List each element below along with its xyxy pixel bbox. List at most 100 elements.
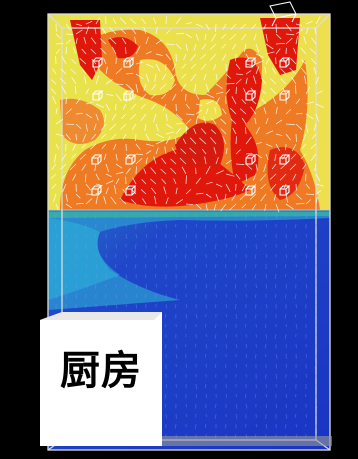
- velocity-arrow-icon: [254, 273, 257, 279]
- velocity-arrow-icon: [275, 23, 277, 33]
- velocity-arrow-icon: [235, 273, 237, 279]
- velocity-arrow-icon: [231, 193, 237, 201]
- velocity-arrow-icon: [265, 130, 274, 135]
- velocity-arrow-icon: [285, 333, 287, 339]
- velocity-arrow-icon: [93, 123, 97, 131]
- velocity-arrow-icon: [70, 68, 77, 75]
- velocity-arrow-icon: [229, 203, 237, 211]
- velocity-arrow-icon: [175, 343, 178, 349]
- velocity-arrow-icon: [251, 203, 257, 211]
- velocity-arrow-icon: [205, 413, 207, 418]
- velocity-arrow-icon: [255, 163, 258, 171]
- velocity-arrow-icon: [153, 156, 157, 165]
- velocity-arrow-icon: [252, 173, 257, 181]
- velocity-arrow-icon: [65, 33, 74, 36]
- velocity-arrow-icon: [260, 183, 267, 190]
- velocity-arrow-icon: [175, 32, 185, 35]
- velocity-arrow-icon: [295, 423, 297, 428]
- velocity-arrow-icon: [135, 143, 141, 151]
- velocity-arrow-icon: [235, 163, 245, 166]
- velocity-arrow-icon: [263, 23, 267, 30]
- velocity-arrow-icon: [285, 123, 295, 126]
- velocity-arrow-icon: [130, 199, 137, 205]
- velocity-arrow-icon: [85, 233, 88, 238]
- velocity-arrow-icon: [244, 393, 247, 399]
- velocity-arrow-icon: [293, 47, 297, 55]
- velocity-arrow-icon: [214, 363, 217, 368]
- velocity-arrow-icon: [175, 198, 184, 205]
- velocity-arrow-icon: [255, 66, 260, 75]
- velocity-arrow-icon: [150, 187, 157, 195]
- velocity-arrow-icon: [125, 273, 128, 279]
- velocity-arrow-icon: [220, 118, 227, 125]
- velocity-arrow-icon: [214, 107, 217, 115]
- velocity-arrow-icon: [285, 203, 294, 210]
- velocity-arrow-icon: [143, 168, 147, 175]
- velocity-arrow-icon: [145, 263, 147, 268]
- velocity-arrow-icon: [89, 143, 97, 150]
- velocity-arrow-icon: [244, 233, 247, 239]
- velocity-arrow-icon: [260, 89, 267, 95]
- velocity-arrow-icon: [245, 77, 248, 85]
- velocity-arrow-icon: [205, 107, 209, 115]
- velocity-arrow-icon: [85, 213, 87, 219]
- velocity-arrow-icon: [122, 103, 127, 110]
- velocity-arrow-icon: [200, 53, 207, 60]
- velocity-arrow-icon: [225, 273, 228, 278]
- velocity-arrow-icon: [285, 133, 292, 141]
- velocity-arrow-icon: [121, 37, 127, 45]
- velocity-arrow-icon: [301, 67, 307, 75]
- velocity-arrow-icon: [75, 253, 77, 258]
- velocity-arrow-icon: [115, 68, 123, 75]
- velocity-arrow-icon: [65, 243, 67, 249]
- velocity-arrow-icon: [200, 63, 207, 70]
- velocity-arrow-icon: [254, 353, 257, 359]
- velocity-arrow-icon: [315, 413, 318, 419]
- velocity-arrow-icon: [284, 313, 287, 319]
- velocity-arrow-icon: [254, 293, 257, 299]
- velocity-arrow-icon: [215, 157, 219, 165]
- velocity-arrow-icon: [290, 58, 297, 65]
- velocity-arrow-icon: [184, 253, 187, 259]
- velocity-arrow-icon: [125, 213, 128, 218]
- velocity-arrow-icon: [305, 27, 309, 35]
- velocity-arrow-icon: [75, 85, 77, 95]
- velocity-arrow-icon: [204, 223, 207, 229]
- velocity-arrow-icon: [65, 39, 71, 45]
- velocity-arrow-icon: [165, 313, 167, 318]
- velocity-arrow-icon: [315, 313, 318, 319]
- velocity-arrow-icon: [159, 83, 167, 90]
- velocity-arrow-icon: [65, 273, 67, 278]
- velocity-arrow-icon: [264, 343, 267, 349]
- velocity-arrow-icon: [81, 163, 87, 171]
- velocity-arrow-icon: [295, 263, 297, 267]
- velocity-arrow-icon: [235, 363, 237, 368]
- velocity-arrow-icon: [275, 263, 278, 268]
- velocity-arrow-icon: [131, 123, 137, 131]
- velocity-arrow-icon: [289, 67, 297, 75]
- velocity-arrow-icon: [253, 75, 257, 85]
- velocity-arrow-icon: [235, 53, 237, 62]
- velocity-arrow-icon: [305, 123, 309, 133]
- velocity-arrow-icon: [183, 53, 187, 60]
- velocity-arrow-icon: [165, 253, 168, 259]
- velocity-arrow-icon: [130, 113, 137, 120]
- velocity-arrow-icon: [302, 163, 307, 170]
- velocity-arrow-icon: [85, 113, 93, 119]
- velocity-arrow-icon: [245, 353, 248, 358]
- velocity-arrow-icon: [125, 223, 128, 228]
- velocity-arrow-icon: [205, 193, 212, 198]
- velocity-arrow-icon: [135, 158, 143, 165]
- velocity-arrow-icon: [215, 97, 220, 105]
- velocity-arrow-icon: [205, 283, 208, 288]
- velocity-arrow-icon: [105, 163, 110, 172]
- velocity-arrow-icon: [155, 140, 165, 145]
- cube-marker-icon: [245, 185, 257, 196]
- velocity-arrow-icon: [111, 113, 117, 121]
- velocity-arrow-icon: [105, 180, 114, 185]
- velocity-arrow-icon: [52, 68, 57, 75]
- velocity-arrow-icon: [295, 202, 305, 205]
- velocity-arrow-icon: [145, 143, 154, 147]
- velocity-arrow-icon: [305, 413, 307, 418]
